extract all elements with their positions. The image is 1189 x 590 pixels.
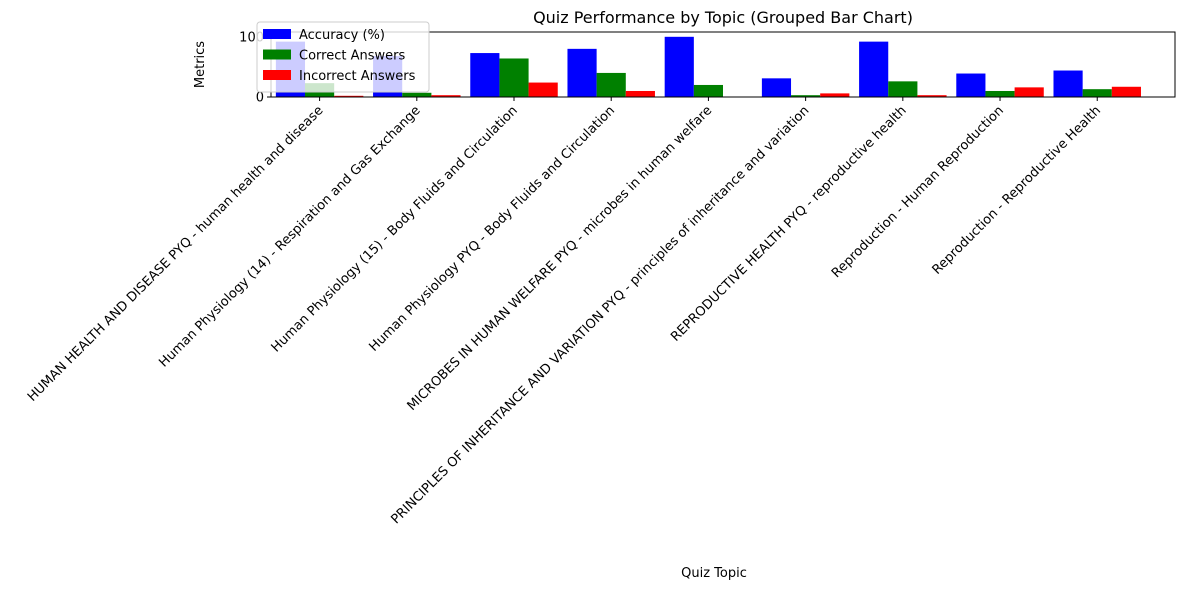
bar-incorrect-answers-1 [431,95,461,97]
legend-label-0: Accuracy (%) [299,28,385,43]
bar-incorrect-answers-3 [625,90,655,97]
bar-correct-answers-7 [985,90,1015,97]
chart-title: Quiz Performance by Topic (Grouped Bar C… [533,8,913,27]
y-tick-label-0: 0 [256,91,264,106]
bar-incorrect-answers-7 [1014,87,1044,97]
x-axis-title: Quiz Topic [681,566,747,581]
bar-accuracy-7 [956,73,986,97]
legend-box [256,21,430,93]
bar-accuracy-8 [1053,70,1083,97]
legend: Accuracy (%) Correct Answers Incorrect Ans… [256,21,430,93]
bar-incorrect-answers-0 [334,95,364,97]
bar-correct-answers-2 [499,58,529,97]
legend-label-2: Incorrect Answers [299,69,416,84]
bar-accuracy-2 [470,53,500,97]
bar-accuracy-3 [567,48,597,97]
bar-correct-answers-5 [791,95,821,97]
x-tick-label-7: Reproduction - Human Reproduction [829,103,1007,281]
x-tick-label-8: Reproduction - Reproductive Health [930,103,1105,278]
bar-correct-answers-1 [402,92,432,97]
bar-accuracy-4 [664,36,694,97]
bar-correct-answers-6 [888,81,918,97]
legend-label-1: Correct Answers [299,49,405,64]
bar-accuracy-5 [761,78,792,97]
bar-incorrect-answers-2 [528,82,558,97]
bar-correct-answers-3 [596,72,626,97]
bar-incorrect-answers-8 [1111,86,1141,97]
bar-incorrect-answers-5 [820,93,850,97]
legend-swatch-1 [263,49,291,60]
bar-correct-answers-8 [1082,89,1112,97]
y-axis-title: Metrics [193,41,208,88]
bar-incorrect-answers-6 [917,95,947,97]
bar-accuracy-6 [859,41,889,97]
legend-swatch-2 [263,70,291,80]
x-tick-label-6: REPRODUCTIVE HEALTH PYQ - reproductive h… [668,103,909,344]
legend-swatch-0 [263,29,291,39]
bar-correct-answers-4 [693,84,723,97]
